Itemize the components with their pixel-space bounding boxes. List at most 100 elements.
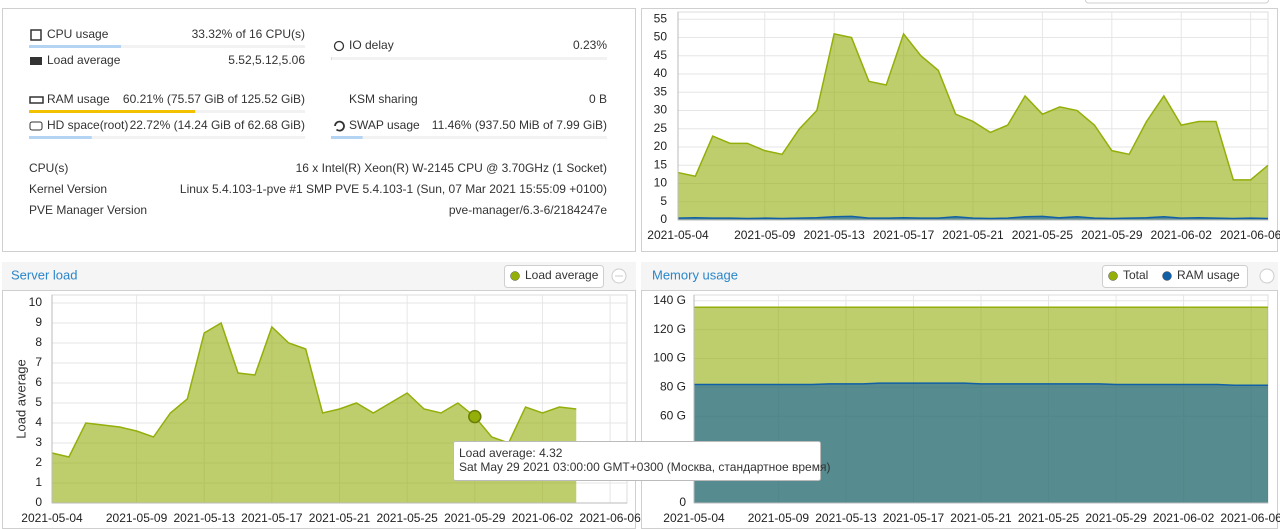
area	[678, 33, 1268, 220]
ram-icon	[29, 96, 44, 104]
tooltip-box	[453, 441, 821, 481]
y-tick-label: 30	[654, 103, 668, 117]
x-tick-label: 2021-05-13	[803, 228, 865, 242]
progress-bar	[29, 45, 121, 48]
x-tick-label: 2021-06-06	[1220, 228, 1280, 242]
x-tick-label: 2021-05-13	[174, 511, 236, 525]
legend-marker	[1108, 271, 1118, 281]
swap-icon	[334, 120, 345, 132]
y-tick-label: 0	[660, 212, 667, 226]
highlight-point	[468, 409, 482, 424]
progress-track	[29, 136, 305, 139]
progress-bar	[331, 57, 332, 60]
load-icon	[30, 57, 42, 65]
area-line	[51, 321, 577, 458]
status-value: 0 B	[589, 92, 607, 106]
area-line	[677, 32, 1269, 181]
status-label: KSM sharing	[349, 92, 418, 106]
progress-bar	[29, 110, 196, 113]
status-label: CPU usage	[47, 27, 109, 41]
status-label: IO delay	[349, 38, 394, 52]
y-tick-label: 2	[35, 455, 42, 469]
status-value: 33.32% of 16 CPU(s)	[192, 27, 305, 41]
legend-label[interactable]: Total	[1123, 268, 1148, 282]
progress-track	[331, 57, 607, 60]
info-value: Linux 5.4.103-1-pve #1 SMP PVE 5.4.103-1…	[180, 182, 607, 196]
legend-box[interactable]	[1102, 265, 1248, 288]
x-tick-label: 2021-06-06	[1220, 511, 1280, 525]
legend-marker	[510, 271, 520, 281]
status-label: Load average	[47, 53, 121, 67]
y-tick-label: 25	[654, 121, 668, 135]
status-label: HD space(root)	[47, 118, 128, 132]
x-tick-label: 2021-05-25	[1018, 511, 1080, 525]
panel-title: Memory usage	[652, 267, 738, 282]
y-tick-label: 10	[654, 176, 668, 190]
tooltip-text: Sat May 29 2021 03:00:00 GMT+0300 (Москв…	[459, 460, 830, 474]
x-tick-label: 2021-05-17	[241, 511, 303, 525]
progress-track	[331, 136, 607, 139]
x-tick-label: 2021-05-09	[106, 511, 168, 525]
progress-bar	[331, 136, 363, 139]
y-tick-label: 40	[654, 66, 668, 80]
y-tick-label: 80 G	[660, 380, 686, 394]
y-tick-label: 5	[35, 395, 42, 409]
x-tick-label: 2021-05-09	[748, 511, 810, 525]
progress-bar	[29, 136, 92, 139]
legend-label[interactable]: RAM usage	[1177, 268, 1240, 282]
y-tick-label: 3	[35, 435, 42, 449]
legend-marker	[1162, 271, 1172, 281]
cpu-icon	[30, 29, 42, 41]
y-tick-label: 15	[654, 157, 668, 171]
status-value: 0.23%	[573, 38, 607, 52]
area	[52, 323, 577, 503]
x-tick-label: 2021-06-06	[579, 511, 641, 525]
info-value: 16 x Intel(R) Xeon(R) W-2145 CPU @ 3.70G…	[296, 161, 607, 175]
x-tick-label: 2021-05-04	[647, 228, 709, 242]
y-tick-label: 7	[35, 355, 42, 369]
x-tick-label: 2021-05-21	[942, 228, 1004, 242]
tooltip-text: Load average: 4.32	[459, 446, 563, 460]
y-tick-label: 140 G	[653, 293, 686, 307]
info-label: CPU(s)	[29, 161, 68, 175]
y-tick-label: 1	[35, 475, 42, 489]
y-tick-label: 8	[35, 335, 42, 349]
status-label: SWAP usage	[349, 118, 420, 132]
area-line	[694, 382, 1268, 387]
status-label: RAM usage	[47, 92, 110, 106]
area-line	[677, 215, 1269, 220]
y-tick-label: 60 G	[660, 409, 686, 423]
x-tick-label: 2021-05-29	[1085, 511, 1147, 525]
x-tick-label: 2021-05-29	[1081, 228, 1143, 242]
y-axis-label: Load average	[13, 359, 28, 439]
x-tick-label: 2021-05-17	[873, 228, 935, 242]
info-value: pve-manager/6.3-6/2184247e	[449, 203, 607, 217]
legend-label[interactable]: Load average	[525, 268, 599, 282]
x-tick-label: 2021-05-29	[444, 511, 506, 525]
collapse-button[interactable]	[1259, 268, 1275, 284]
panel-title: Server load	[11, 267, 77, 282]
y-tick-label: 4	[35, 415, 42, 429]
x-tick-label: 2021-05-21	[309, 511, 371, 525]
x-tick-label: 2021-05-04	[21, 511, 83, 525]
progress-track	[29, 45, 305, 48]
x-tick-label: 2021-05-21	[950, 511, 1012, 525]
y-tick-label: 9	[35, 315, 42, 329]
hd-icon	[29, 121, 43, 131]
info-label: PVE Manager Version	[29, 203, 147, 217]
y-tick-label: 45	[654, 48, 668, 62]
x-tick-label: 2021-05-25	[1012, 228, 1074, 242]
area	[694, 383, 1268, 503]
y-tick-label: 5	[660, 194, 667, 208]
y-tick-label: 55	[654, 11, 668, 25]
x-tick-label: 2021-05-13	[815, 511, 877, 525]
y-tick-label: 20	[654, 139, 668, 153]
y-tick-label: 35	[654, 84, 668, 98]
y-tick-label: 50	[654, 30, 668, 44]
legend-box[interactable]	[504, 265, 604, 288]
x-tick-label: 2021-05-09	[734, 228, 796, 242]
x-tick-label: 2021-05-04	[663, 511, 725, 525]
x-tick-label: 2021-06-02	[1153, 511, 1215, 525]
